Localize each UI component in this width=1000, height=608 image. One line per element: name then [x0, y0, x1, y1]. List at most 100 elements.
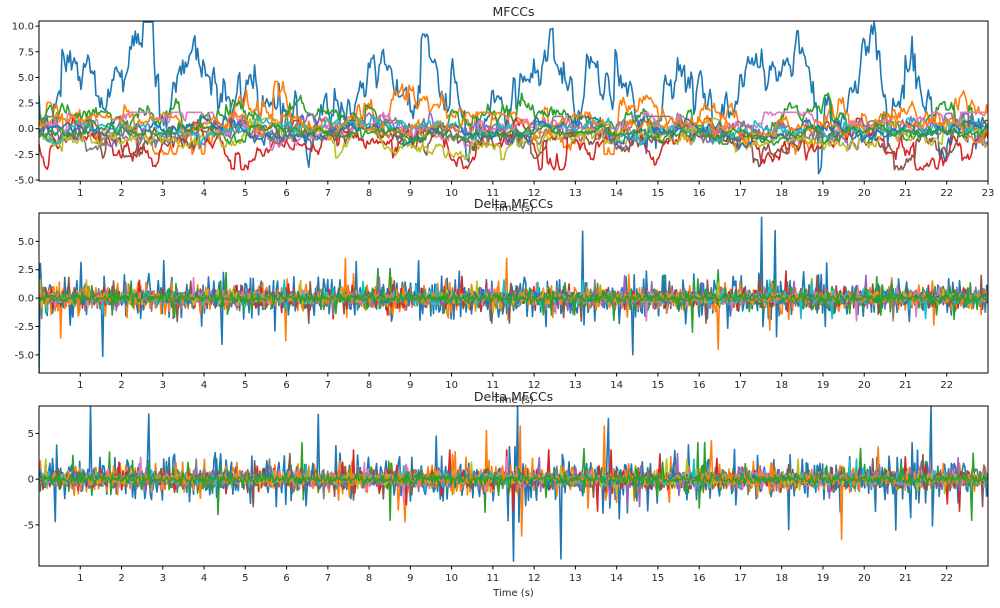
- x-tick-label: 17: [734, 573, 747, 584]
- x-tick-label: 22: [940, 380, 953, 391]
- x-tick-label: 5: [242, 380, 248, 391]
- x-tick-label: 1: [77, 573, 83, 584]
- series-line-8: [39, 117, 988, 161]
- x-tick-label: 18: [775, 380, 788, 391]
- x-tick-label: 7: [325, 380, 331, 391]
- x-axis-label: Time (s): [492, 395, 534, 406]
- x-tick-label: 16: [693, 380, 706, 391]
- x-tick-label: 9: [407, 188, 413, 199]
- series-line-9: [39, 116, 988, 147]
- x-tick-label: 8: [366, 380, 372, 391]
- y-tick-label: 0.0: [18, 294, 34, 305]
- x-tick-label: 7: [325, 573, 331, 584]
- y-tick-label: -5.0: [14, 350, 34, 361]
- series-line-12: [39, 118, 988, 146]
- x-tick-label: 4: [201, 380, 207, 391]
- series-group: [39, 406, 988, 562]
- x-tick-label: 23: [982, 188, 995, 199]
- x-tick-label: 13: [569, 380, 582, 391]
- x-tick-label: 12: [528, 573, 541, 584]
- x-tick-label: 5: [242, 573, 248, 584]
- x-tick-label: 16: [693, 188, 706, 199]
- x-tick-label: 19: [817, 380, 830, 391]
- x-tick-label: 10: [445, 573, 458, 584]
- series-line-11: [39, 111, 988, 145]
- x-axis-label: Time (s): [492, 588, 534, 599]
- x-tick-label: 4: [201, 188, 207, 199]
- y-tick-label: 2.5: [18, 99, 34, 110]
- x-tick-label: 12: [528, 188, 541, 199]
- x-tick-label: 2: [118, 380, 124, 391]
- series-line-10: [39, 115, 988, 151]
- y-tick-label: 10.0: [12, 22, 34, 33]
- y-tick-label: 7.5: [18, 47, 34, 58]
- x-tick-label: 17: [734, 188, 747, 199]
- x-tick-label: 9: [407, 380, 413, 391]
- x-tick-label: 21: [899, 573, 912, 584]
- x-tick-label: 14: [610, 188, 623, 199]
- x-tick-label: 18: [775, 188, 788, 199]
- x-tick-label: 15: [652, 188, 665, 199]
- x-tick-label: 15: [652, 380, 665, 391]
- x-tick-label: 14: [610, 573, 623, 584]
- axes-frame: [38, 405, 989, 567]
- chart-title: MFCCs: [493, 4, 535, 19]
- x-tick-label: 2: [118, 573, 124, 584]
- x-tick-label: 3: [160, 380, 166, 391]
- chart-panel-2: 1 2 3 4 5 6 7 8 9 10 11 12 13 14 15 16 17 18 19 20 21 22-505D…: [24, 389, 989, 599]
- chart-panel-0: 1 2 3 4 5 6 7 8 9 10 11 12 13 14 15 16 17 18 19 20 21 22 23-5.…: [12, 4, 995, 214]
- series-group: [39, 21, 988, 175]
- y-tick-label: 5: [28, 429, 34, 440]
- x-tick-label: 22: [940, 573, 953, 584]
- x-tick-label: 10: [445, 188, 458, 199]
- x-tick-label: 8: [366, 188, 372, 199]
- x-tick-label: 17: [734, 380, 747, 391]
- series-line-0: [39, 21, 988, 175]
- x-tick-label: 11: [487, 380, 500, 391]
- x-axis-label: Time (s): [492, 203, 534, 214]
- x-tick-label: 1: [77, 380, 83, 391]
- x-tick-label: 11: [487, 188, 500, 199]
- x-tick-label: 6: [283, 380, 289, 391]
- x-tick-label: 8: [366, 573, 372, 584]
- y-tick-label: -2.5: [14, 150, 34, 161]
- x-tick-label: 9: [407, 573, 413, 584]
- y-tick-label: 0: [28, 475, 34, 486]
- y-tick-label: 5.0: [18, 73, 34, 84]
- axes-frame: [38, 20, 989, 182]
- x-tick-label: 19: [817, 573, 830, 584]
- chart-panel-1: 1 2 3 4 5 6 7 8 9 10 11 12 13 14 15 16 17 18 19 20 21 22-5.0-…: [14, 196, 989, 406]
- x-tick-label: 13: [569, 188, 582, 199]
- x-tick-label: 21: [899, 188, 912, 199]
- y-tick-label: 2.5: [18, 265, 34, 276]
- y-tick-label: 5.0: [18, 237, 34, 248]
- x-tick-label: 3: [160, 573, 166, 584]
- chart-title: Delta MFCCs: [474, 196, 553, 211]
- x-tick-label: 11: [487, 573, 500, 584]
- x-tick-label: 6: [283, 573, 289, 584]
- x-tick-label: 14: [610, 380, 623, 391]
- x-tick-label: 21: [899, 380, 912, 391]
- x-tick-label: 5: [242, 188, 248, 199]
- y-tick-label: -5: [24, 520, 34, 531]
- x-tick-label: 20: [858, 188, 871, 199]
- x-tick-label: 6: [283, 188, 289, 199]
- y-tick-label: -5.0: [14, 175, 34, 186]
- axes-frame: [38, 212, 989, 374]
- x-tick-label: 3: [160, 188, 166, 199]
- series-line-12: [39, 280, 988, 316]
- x-tick-label: 20: [858, 573, 871, 584]
- x-tick-label: 4: [201, 573, 207, 584]
- series-line-12: [39, 460, 988, 499]
- y-tick-label: 0.0: [18, 124, 34, 135]
- chart-title: Delta MFCCs: [474, 389, 553, 404]
- x-tick-label: 20: [858, 380, 871, 391]
- x-tick-label: 2: [118, 188, 124, 199]
- x-tick-label: 19: [817, 188, 830, 199]
- x-tick-label: 16: [693, 573, 706, 584]
- series-group: [39, 216, 988, 373]
- x-tick-label: 13: [569, 573, 582, 584]
- y-tick-label: -2.5: [14, 322, 34, 333]
